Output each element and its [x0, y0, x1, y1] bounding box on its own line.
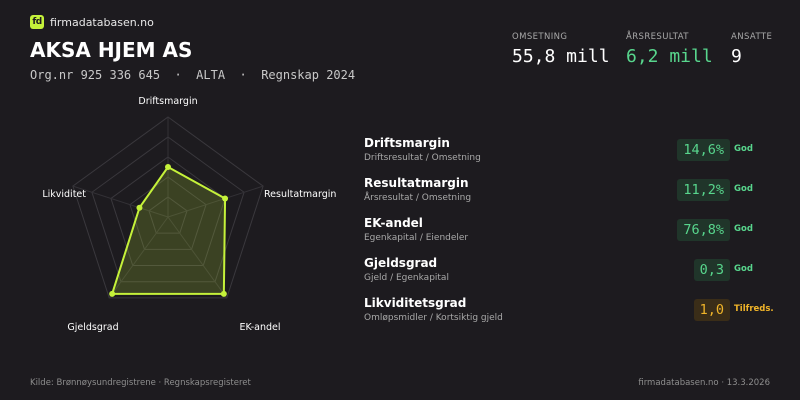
brand-name: firmadatabasen.no — [50, 15, 154, 29]
stat-label: ÅRSRESULTAT — [626, 32, 689, 42]
metric-value: 1,0 — [693, 299, 730, 321]
metric-name: Likviditetsgrad — [364, 296, 467, 310]
metric-status-badge: God — [734, 264, 753, 274]
stat-value: 55,8 mill — [512, 46, 610, 67]
metric-formula: Gjeld / Egenkapital — [364, 273, 449, 283]
stat-revenue: OMSETNING 55,8 mill — [512, 32, 610, 67]
radar-shape — [109, 164, 229, 297]
radar-point-gjeldsgrad — [109, 290, 116, 297]
metric-row-likviditetsgrad: Likviditetsgrad Omløpsmidler / Kortsikti… — [364, 296, 774, 330]
metric-name: Resultatmargin — [364, 176, 469, 190]
radar-point-ek-andel — [220, 290, 227, 297]
radar-axis-line — [108, 216, 169, 299]
metric-status-badge: God — [734, 224, 753, 234]
radar-score-polygon — [111, 166, 227, 295]
radar-point-driftsmargin — [165, 164, 171, 170]
metric-value: 11,2% — [677, 179, 730, 201]
metric-formula: Driftsresultat / Omsetning — [364, 153, 481, 163]
metric-name: Gjeldsgrad — [364, 256, 438, 270]
metric-formula: Omløpsmidler / Kortsiktig gjeld — [364, 313, 503, 323]
radar-label-gjeldsgrad: Gjeldsgrad — [67, 322, 118, 333]
metric-name: Driftsmargin — [364, 136, 450, 150]
metric-row-driftsmargin: Driftsmargin Driftsresultat / Omsetning … — [364, 136, 774, 170]
brand[interactable]: fd firmadatabasen.no — [30, 15, 154, 29]
metric-formula: Årsresultat / Omsetning — [364, 193, 472, 203]
radar-label-resultatmargin: Resultatmargin — [264, 189, 336, 200]
metric-value: 0,3 — [693, 259, 730, 281]
metric-row-ek-andel: EK-andel Egenkapital / Eiendeler 76,8% G… — [364, 216, 774, 250]
metric-row-resultatmargin: Resultatmargin Årsresultat / Omsetning 1… — [364, 176, 774, 210]
footer-source: Kilde: Brønnøysundregistrene · Regnskaps… — [30, 378, 251, 388]
radar-chart: Driftsmargin Resultatmargin EK-andel Gje… — [42, 96, 336, 333]
radar-grid-ring — [129, 176, 207, 250]
metric-value: 14,6% — [677, 139, 730, 161]
radar-axis-line — [72, 185, 169, 218]
radar-point-likviditet — [136, 204, 143, 211]
metric-name: EK-andel — [364, 216, 423, 230]
company-meta: Org.nr 925 336 645 · ALTA · Regnskap 202… — [30, 68, 356, 82]
stat-value: 9 — [731, 46, 742, 67]
radar-grid-ring — [148, 196, 188, 234]
firmadatabasen-logo-icon: fd — [30, 15, 44, 29]
metric-row-gjeldsgrad: Gjeldsgrad Gjeld / Egenkapital 0,3 God — [364, 256, 774, 290]
radar-label-driftsmargin: Driftsmargin — [138, 96, 197, 107]
stat-value: 6,2 mill — [626, 46, 713, 67]
radar-grid-ring — [110, 156, 226, 267]
radar-point-resultatmargin — [222, 195, 229, 202]
stat-annual-result: ÅRSRESULTAT 6,2 mill — [626, 32, 713, 67]
stat-label: OMSETNING — [512, 32, 568, 42]
footer-site-date: firmadatabasen.no · 13.3.2026 — [638, 378, 770, 388]
stat-label: ANSATTE — [731, 32, 773, 42]
metric-status-badge: God — [734, 144, 753, 154]
radar-label-ek-andel: EK-andel — [239, 322, 280, 333]
radar-label-likviditet: Likviditet — [42, 189, 86, 200]
metric-status-badge: Tilfreds. — [734, 304, 774, 314]
radar-axis-line — [167, 185, 264, 218]
metric-status-badge: God — [734, 184, 753, 194]
stat-employees: ANSATTE 9 — [731, 32, 772, 67]
metric-formula: Egenkapital / Eiendeler — [364, 233, 469, 243]
radar-grid-ring — [91, 136, 245, 283]
company-name: AKSA HJEM AS — [30, 38, 193, 62]
radar-axis-line — [167, 216, 228, 299]
radar-grid-ring — [72, 116, 264, 299]
metric-value: 76,8% — [677, 219, 730, 241]
